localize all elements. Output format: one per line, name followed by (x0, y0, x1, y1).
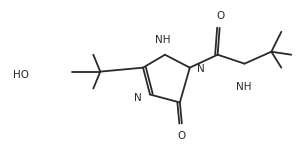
Text: NH: NH (236, 82, 251, 92)
Text: N: N (134, 93, 142, 104)
Text: O: O (178, 131, 186, 141)
Text: HO: HO (13, 70, 29, 80)
Text: NH: NH (155, 35, 171, 45)
Text: O: O (216, 11, 225, 21)
Text: N: N (197, 64, 205, 74)
